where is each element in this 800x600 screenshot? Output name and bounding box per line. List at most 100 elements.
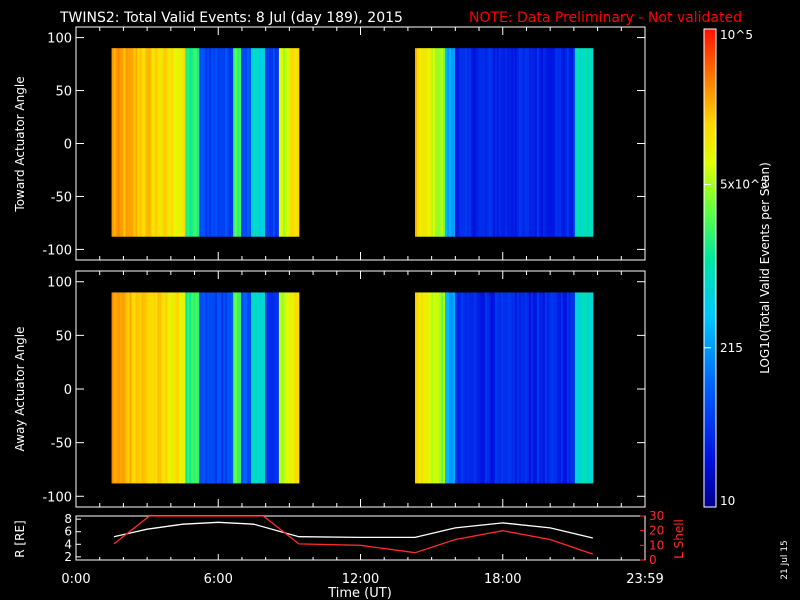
spectrogram-column: [504, 48, 508, 237]
spectrogram-column: [417, 292, 420, 484]
spectrogram-column: [251, 292, 254, 484]
spectrogram-column: [121, 292, 125, 484]
spectrogram-column: [133, 48, 136, 237]
spectrogram-column: [229, 292, 232, 484]
spectrogram-column: [566, 48, 570, 237]
spectrogram-column: [582, 292, 586, 484]
spectrogram-column: [472, 48, 476, 237]
spectrogram-column: [538, 292, 542, 484]
toward-x-axis: [75, 27, 646, 260]
spectrogram-column: [139, 48, 142, 237]
spectrogram-column: [460, 48, 464, 237]
spectrogram-column: [292, 48, 296, 237]
spectrogram-column: [209, 48, 212, 237]
spectrogram-column: [185, 292, 188, 484]
spectrogram-column: [135, 292, 138, 484]
spectrogram-column: [578, 292, 582, 484]
spectrogram-column: [510, 292, 514, 484]
away-y-axis-label: Away Actuator Angle: [13, 326, 27, 451]
spectrogram-column: [512, 48, 516, 237]
spectrogram-column: [141, 292, 144, 484]
spectrogram-column: [129, 48, 132, 237]
spectrogram-column: [546, 48, 550, 237]
spectrogram-column: [125, 48, 129, 237]
spectrogram-column: [494, 48, 498, 237]
spectrogram-column: [486, 48, 490, 237]
spectrogram-column: [225, 292, 228, 484]
spectrogram-column: [584, 48, 588, 237]
spectrogram-column: [278, 48, 282, 237]
away-x-axis: [75, 271, 646, 507]
spectrogram-column: [548, 292, 552, 484]
spectrogram-column: [532, 48, 536, 237]
spectrogram-column: [115, 48, 119, 237]
spectrogram-column: [201, 48, 204, 237]
time-tick-label: 23:59: [626, 572, 663, 587]
spectrogram-column: [237, 292, 240, 484]
spectrogram-column: [155, 48, 158, 237]
spectrogram-column: [175, 292, 178, 484]
spectrogram-column: [137, 48, 140, 237]
spectrogram-column: [441, 292, 444, 484]
y-tick-label: -50: [51, 437, 72, 452]
spectrogram-column: [546, 292, 550, 484]
spectrogram-column: [280, 48, 284, 237]
spectrogram-column: [423, 292, 426, 484]
spectrogram-column: [264, 292, 268, 484]
spectrogram-column: [502, 48, 506, 237]
spectrogram-column: [448, 292, 452, 484]
spectrogram-column: [439, 292, 442, 484]
spectrogram-column: [574, 292, 578, 484]
spectrogram-column: [145, 292, 148, 484]
r-tick-label: 8: [64, 512, 72, 526]
ephemeris-lines: [113, 516, 594, 555]
spectrogram-column: [239, 48, 242, 237]
spectrogram-column: [137, 292, 140, 484]
spectrogram-column: [231, 292, 234, 484]
spectrogram-column: [578, 48, 582, 237]
spectrogram-column: [296, 48, 300, 237]
spectrogram-column: [161, 292, 164, 484]
spectrogram-column: [514, 292, 518, 484]
spectrogram-column: [478, 48, 482, 237]
spectrogram-column: [516, 48, 520, 237]
spectrogram-column: [508, 292, 512, 484]
spectrogram-column: [247, 48, 250, 237]
spectrogram-column: [266, 48, 270, 237]
spectrogram-column: [492, 292, 496, 484]
spectrogram-column: [514, 48, 518, 237]
spectrogram-column: [155, 292, 158, 484]
spectrogram-column: [241, 292, 244, 484]
spectrogram-column: [294, 292, 298, 484]
spectrogram-column: [255, 48, 258, 237]
spectrogram-column: [111, 292, 115, 484]
spectrogram-column: [268, 292, 272, 484]
spectrogram-column: [201, 292, 204, 484]
spectrogram-column: [272, 48, 276, 237]
spectrogram-column: [278, 292, 282, 484]
spectrogram-column: [462, 48, 466, 237]
spectrogram-column: [431, 48, 434, 237]
time-axis-label: Time (UT): [327, 586, 392, 600]
spectrogram-column: [274, 292, 278, 484]
spectrogram-column: [552, 48, 556, 237]
colorbar-tick-label: 10^5: [720, 28, 753, 42]
spectrogram-column: [173, 48, 176, 237]
spectrogram-column: [131, 48, 134, 237]
spectrogram-column: [520, 292, 524, 484]
spectrogram-column: [433, 48, 436, 237]
spectrogram-column: [143, 48, 146, 237]
spectrogram-column: [488, 292, 492, 484]
spectrogram-column: [498, 48, 502, 237]
spectrogram-column: [249, 48, 252, 237]
spectrogram-column: [276, 292, 280, 484]
spectrogram-column: [520, 48, 524, 237]
spectrogram-column: [123, 48, 127, 237]
spectrogram-column: [512, 292, 516, 484]
spectrogram-column: [266, 292, 270, 484]
spectrogram-column: [502, 292, 506, 484]
spectrogram-column: [528, 48, 532, 237]
lshell-tick-label: 30: [649, 509, 664, 523]
spectrogram-column: [183, 48, 186, 237]
